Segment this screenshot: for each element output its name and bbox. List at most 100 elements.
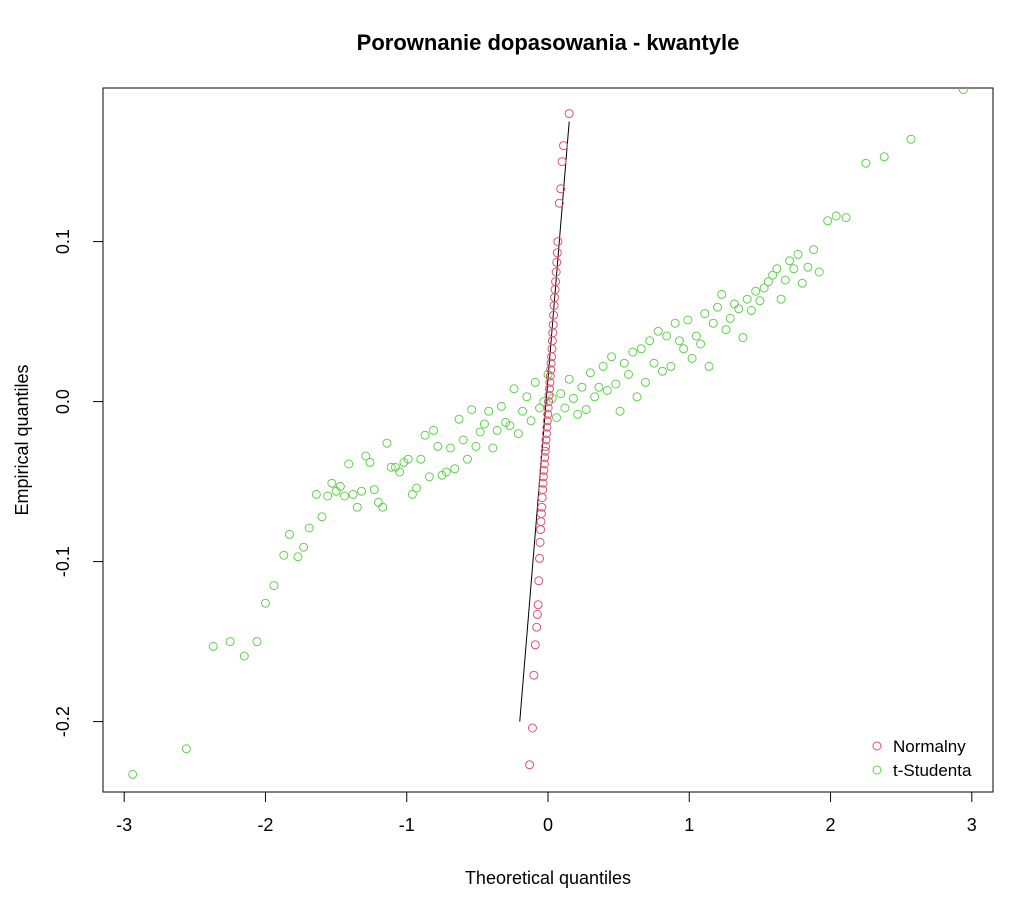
x-tick-label: -3 xyxy=(116,815,132,835)
data-point xyxy=(564,109,574,119)
data-point xyxy=(293,552,303,562)
data-point xyxy=(823,216,833,226)
data-point xyxy=(433,441,443,451)
data-point xyxy=(556,389,566,399)
data-point xyxy=(958,88,968,95)
data-point xyxy=(522,392,532,402)
data-point xyxy=(776,294,786,304)
data-point xyxy=(311,489,321,499)
data-point xyxy=(284,529,294,539)
data-point xyxy=(535,553,545,563)
data-point xyxy=(484,406,494,416)
data-point xyxy=(530,377,540,387)
data-point xyxy=(548,320,558,330)
legend-marker xyxy=(872,741,882,751)
data-point xyxy=(548,328,558,338)
data-point xyxy=(348,489,358,499)
data-point xyxy=(751,286,761,296)
data-point xyxy=(530,640,540,650)
data-point xyxy=(450,464,460,474)
data-point xyxy=(317,512,327,522)
x-tick-label: 3 xyxy=(967,815,977,835)
data-point xyxy=(542,422,552,432)
x-tick-label: -2 xyxy=(257,815,273,835)
data-point xyxy=(429,425,439,435)
data-point xyxy=(535,403,545,413)
data-point xyxy=(540,453,550,463)
data-point xyxy=(331,486,341,496)
data-point xyxy=(344,459,354,469)
legend-label: Normalny xyxy=(893,737,966,756)
data-point xyxy=(446,443,456,453)
data-point xyxy=(458,435,468,445)
data-point xyxy=(545,377,555,387)
data-point xyxy=(552,257,562,267)
data-point xyxy=(539,459,549,469)
data-point xyxy=(906,134,916,144)
data-point xyxy=(541,435,551,445)
data-point xyxy=(496,401,506,411)
x-tick-label: 1 xyxy=(684,815,694,835)
x-tick-label: 2 xyxy=(826,815,836,835)
x-tick-label: 0 xyxy=(543,815,553,835)
series-t-studenta xyxy=(128,88,968,779)
data-point xyxy=(568,393,578,403)
data-point xyxy=(704,361,714,371)
data-point xyxy=(407,489,417,499)
data-point xyxy=(420,430,430,440)
y-tick-label: -0.2 xyxy=(53,706,73,737)
y-tick-label: 0.1 xyxy=(53,229,73,254)
data-point xyxy=(373,497,383,507)
data-point xyxy=(553,237,563,247)
data-point xyxy=(598,361,608,371)
data-point xyxy=(742,294,752,304)
data-point xyxy=(755,296,765,306)
data-point xyxy=(797,278,807,288)
y-tick-label: -0.1 xyxy=(53,546,73,577)
data-point xyxy=(335,481,345,491)
data-point xyxy=(861,158,871,168)
data-point xyxy=(208,641,218,651)
data-point xyxy=(564,374,574,384)
data-point xyxy=(471,441,481,451)
data-point xyxy=(537,493,547,503)
data-point xyxy=(768,270,778,280)
reference-line xyxy=(519,121,570,722)
data-point xyxy=(416,454,426,464)
data-point xyxy=(545,371,555,381)
data-point xyxy=(721,325,731,335)
data-point xyxy=(403,454,413,464)
data-point xyxy=(536,517,546,527)
y-tick-label: 0.0 xyxy=(53,389,73,414)
data-point xyxy=(454,414,464,424)
data-point xyxy=(615,406,625,416)
data-point xyxy=(541,429,551,439)
data-point xyxy=(624,369,634,379)
data-point xyxy=(551,277,561,287)
data-point xyxy=(581,405,591,415)
x-axis-label: Theoretical quantiles xyxy=(465,868,631,888)
data-point xyxy=(645,336,655,346)
data-point xyxy=(327,478,337,488)
data-point xyxy=(365,457,375,467)
legend-label: t-Studenta xyxy=(893,761,972,780)
data-point xyxy=(780,275,790,285)
data-point xyxy=(382,438,392,448)
data-point xyxy=(352,502,362,512)
data-point xyxy=(479,419,489,429)
data-point xyxy=(841,213,851,223)
data-point xyxy=(763,277,773,287)
data-point xyxy=(577,382,587,392)
data-point xyxy=(541,441,551,451)
data-point xyxy=(304,523,314,533)
data-point xyxy=(557,157,567,167)
x-tick-label: -1 xyxy=(399,815,415,835)
data-point xyxy=(378,502,388,512)
data-point xyxy=(542,416,552,426)
data-point xyxy=(759,283,769,293)
data-point xyxy=(636,344,646,354)
data-point xyxy=(674,336,684,346)
data-point xyxy=(814,267,824,277)
legend: Normalny t-Studenta xyxy=(872,737,972,780)
data-point xyxy=(543,409,553,419)
